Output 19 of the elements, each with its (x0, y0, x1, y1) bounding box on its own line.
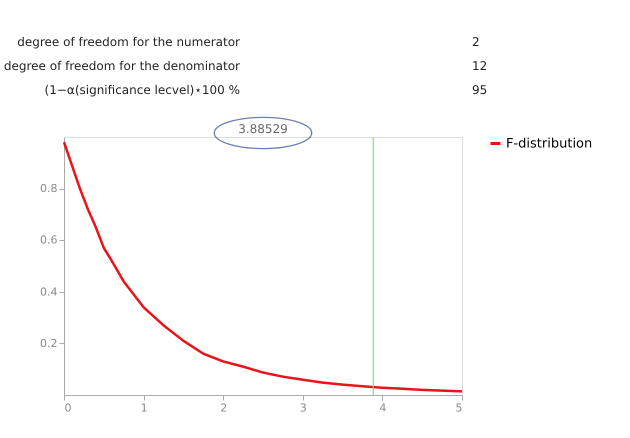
y-tick-label: 0.8 (40, 182, 58, 196)
x-tick-label: 0 (64, 402, 72, 414)
legend-label: F-distribution (506, 136, 592, 152)
x-tick-label: 2 (220, 402, 228, 414)
x-tick-label: 4 (379, 402, 386, 414)
y-tick-label: 0.2 (40, 336, 58, 350)
text: degree of freedom for the numerator (17, 35, 240, 49)
x-tick-label: 1 (140, 402, 148, 414)
text: 95 (472, 83, 488, 97)
text: 3.88529 (238, 122, 288, 136)
x-tick-label: 5 (456, 402, 462, 414)
text: 12 (472, 59, 488, 73)
text: 2 (472, 35, 480, 49)
y-tick-label: 0.4 (40, 285, 58, 298)
y-tick-label: 0.6 (40, 234, 58, 247)
text: degree of freedom for the denominator (4, 59, 240, 73)
text: (1−α(significance lecvel)⋆100 % (44, 83, 240, 97)
x-tick-label: 3 (300, 402, 307, 414)
line-series (62, 140, 464, 393)
